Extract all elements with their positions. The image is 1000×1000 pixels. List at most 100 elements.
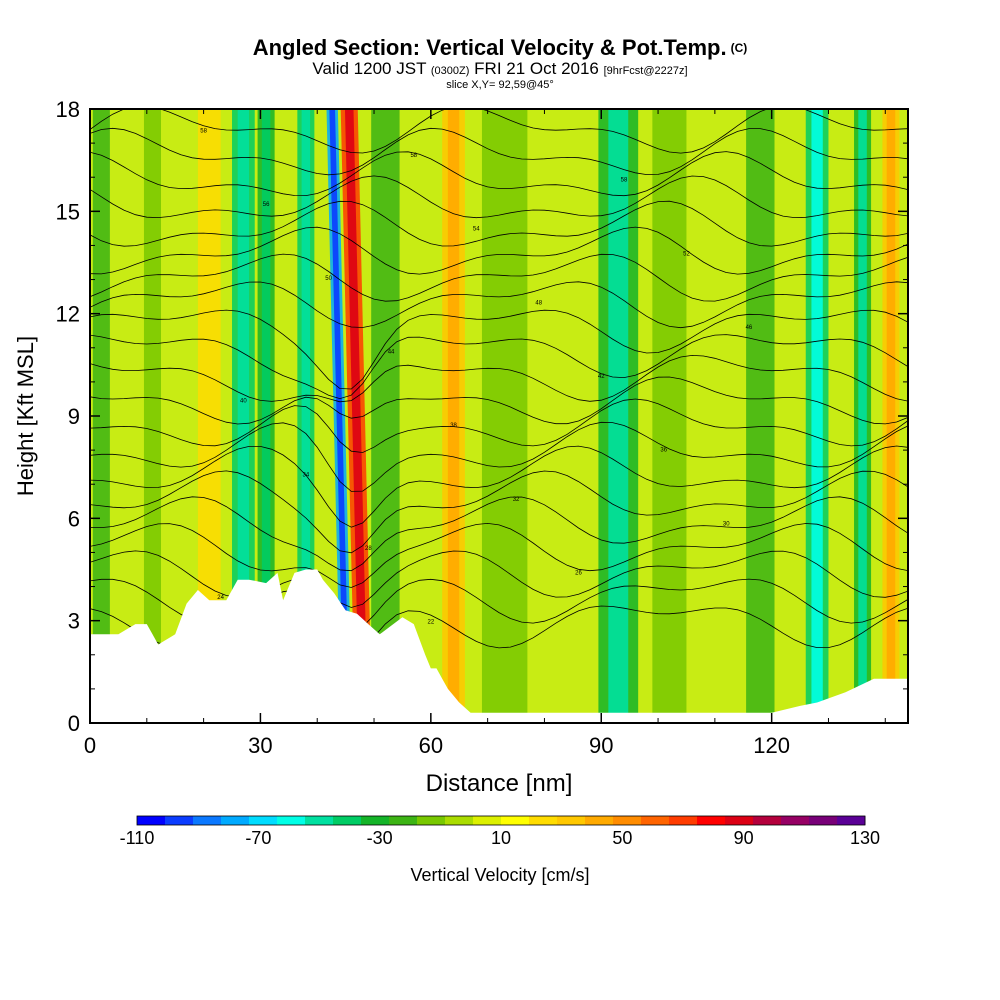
colorbar-swatch [837, 816, 866, 825]
isentrope-label: 46 [746, 325, 753, 331]
colorbar-swatch [613, 816, 642, 825]
colorbar-swatch [669, 816, 698, 825]
colorbar: -110 -70 -30 10 50 90 130 [120, 815, 880, 848]
isentrope-line [90, 200, 908, 247]
velocity-band [481, 109, 528, 723]
forecast-info: [9hrFcst@2227z] [603, 65, 688, 77]
velocity-band-core [261, 109, 271, 723]
isentrope-label: 44 [388, 350, 395, 356]
colorbar-swatch [305, 816, 334, 825]
x-axis: 0 30 60 90 120 [84, 109, 886, 758]
x-tick-label: 120 [753, 733, 790, 758]
colorbar-swatch [641, 816, 670, 825]
x-tick-label: 60 [419, 733, 443, 758]
colorbar-tick-label: -70 [245, 828, 271, 848]
isentrope-label: 28 [365, 546, 372, 552]
isentrope-line [90, 109, 908, 154]
isentrope-line [90, 281, 908, 329]
velocity-band-core [329, 109, 350, 723]
isentrope-line [90, 253, 908, 302]
isentrope-line [90, 470, 908, 554]
colorbar-swatch [697, 816, 726, 825]
isentrope-label: 52 [683, 251, 690, 257]
valid-prefix: Valid 1200 JST [312, 59, 427, 78]
chart-title-tag: (C) [730, 41, 748, 55]
colorbar-swatch [389, 816, 418, 825]
slice-info: slice X,Y= 92,59@45° [446, 79, 554, 91]
colorbar-swatch [221, 816, 250, 825]
x-tick-label: 90 [589, 733, 613, 758]
isentrope-line [90, 421, 908, 492]
colorbar-tick-label: 50 [612, 828, 632, 848]
velocity-band-core [858, 109, 867, 723]
isentrope-label: 56 [263, 202, 270, 208]
velocity-band-core [886, 109, 896, 723]
colorbar-tick-label: 90 [734, 828, 754, 848]
colorbar-swatch [809, 816, 838, 825]
isentrope-label: 50 [325, 276, 332, 282]
isentrope-label: 32 [513, 497, 520, 503]
isentrope-label: 24 [217, 595, 224, 601]
colorbar-swatch [193, 816, 222, 825]
terrain-mask [90, 569, 908, 723]
x-tick-label: 0 [84, 733, 96, 758]
colorbar-swatch [445, 816, 474, 825]
colorbar-swatch [501, 816, 530, 825]
colorbar-swatch [361, 816, 390, 825]
velocity-band-core [447, 109, 460, 723]
y-tick-label: 9 [68, 404, 80, 429]
x-tick-label: 30 [248, 733, 272, 758]
colorbar-swatch [529, 816, 558, 825]
colorbar-swatch [557, 816, 586, 825]
y-axis-label: Height [Kft MSL] [13, 336, 38, 496]
isentrope-line [90, 376, 908, 425]
colorbar-tick-label: -110 [120, 828, 155, 848]
velocity-band [652, 109, 687, 723]
colorbar-swatch [165, 816, 194, 825]
valid-utc: (0300Z) [430, 65, 470, 77]
isentrope-line [90, 445, 908, 528]
velocity-band [746, 109, 775, 723]
colorbar-tick-label: -30 [367, 828, 393, 848]
isentrope-label: 34 [303, 472, 310, 478]
colorbar-tick-label: 130 [850, 828, 880, 848]
isentrope-line [90, 550, 908, 608]
isentrope-label: 42 [598, 374, 605, 380]
isentrope-line [90, 334, 908, 400]
chart-title: Angled Section: Vertical Velocity & Pot.… [0, 36, 1000, 60]
isentrope-line [90, 226, 908, 275]
isentrope-line [90, 151, 908, 197]
colorbar-swatch [473, 816, 502, 825]
velocity-band-core [608, 109, 629, 723]
isentrope-label: 26 [575, 571, 582, 577]
velocity-band [143, 109, 162, 723]
terrain [90, 569, 908, 723]
colorbar-swatch [333, 816, 362, 825]
y-tick-label: 0 [68, 711, 80, 736]
y-tick-label: 18 [56, 97, 80, 122]
isentrope-line [90, 175, 908, 219]
valid-date: FRI 21 Oct 2016 [474, 59, 599, 78]
colorbar-swatch [249, 816, 278, 825]
isentrope-line [90, 127, 908, 176]
colorbar-swatch [277, 816, 306, 825]
isentrope-label: 22 [427, 620, 434, 626]
colorbar-tick-label: 10 [491, 828, 511, 848]
velocity-band [92, 109, 110, 723]
isentrope-line [90, 398, 908, 453]
isentrope-label: 38 [450, 423, 457, 429]
isentrope-label: 54 [473, 227, 480, 233]
colorbar-swatch [725, 816, 754, 825]
y-tick-label: 6 [68, 506, 80, 531]
chart-title-text: Angled Section: Vertical Velocity & Pot.… [252, 35, 727, 60]
chart-title-block: Angled Section: Vertical Velocity & Pot.… [0, 36, 1000, 91]
colorbar-swatch [753, 816, 782, 825]
isentrope-label: 58 [621, 178, 628, 184]
velocity-band-core [811, 109, 823, 723]
colorbar-swatch [417, 816, 446, 825]
isentrope-label: 40 [240, 399, 247, 405]
isentrope-line [90, 354, 908, 403]
isentrope-label: 58 [410, 153, 417, 159]
